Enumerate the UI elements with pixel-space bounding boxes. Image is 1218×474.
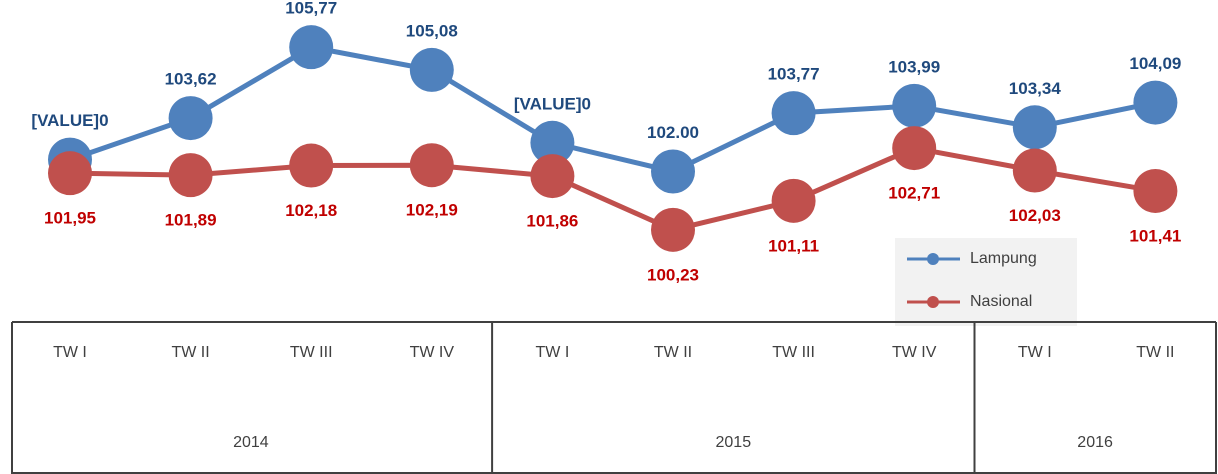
data-label: 101,89	[165, 211, 217, 230]
x-tick-label: TW I	[1018, 344, 1052, 361]
legend-marker	[927, 253, 939, 265]
legend-label: Lampung	[970, 250, 1037, 267]
marker	[1133, 168, 1178, 213]
marker	[289, 143, 334, 188]
marker	[168, 96, 213, 141]
x-tick-label: TW IV	[410, 344, 455, 361]
data-label: [VALUE]0	[31, 111, 108, 130]
legend-label: Nasional	[970, 293, 1032, 310]
marker	[168, 153, 213, 198]
data-label: 103,99	[888, 57, 940, 76]
legend-box	[895, 238, 1077, 326]
marker	[771, 178, 816, 223]
data-label: 101,11	[768, 236, 819, 255]
series-line	[69, 44, 1156, 175]
data-label: 104,09	[1129, 54, 1181, 73]
legend-marker	[927, 296, 939, 308]
x-tick-label: TW II	[1136, 344, 1174, 361]
data-label: 102,03	[1009, 206, 1061, 225]
data-label: 101,41	[1129, 226, 1181, 245]
marker	[289, 25, 334, 70]
marker	[48, 151, 92, 196]
marker	[651, 149, 695, 194]
data-label: 102,71	[888, 184, 940, 203]
data-label: 100,23	[647, 265, 699, 284]
marker	[1012, 105, 1057, 150]
marker	[530, 154, 575, 199]
data-label: 102,19	[406, 201, 458, 220]
data-label: 105,77	[285, 0, 337, 18]
data-label: 103,77	[768, 65, 820, 84]
x-tick-label: TW II	[654, 344, 692, 361]
x-tick-label: TW I	[536, 344, 570, 361]
group-label: 2015	[716, 434, 752, 451]
x-tick-label: TW II	[171, 344, 209, 361]
marker	[1012, 148, 1057, 193]
marker	[1133, 80, 1178, 125]
x-tick-label: TW III	[290, 344, 333, 361]
data-label: 101,86	[526, 212, 578, 231]
marker	[771, 91, 816, 136]
series-line	[69, 145, 1156, 233]
group-label: 2014	[233, 434, 269, 451]
data-label: 103,62	[165, 70, 217, 89]
x-tick-label: TW I	[53, 344, 87, 361]
data-label: 102,18	[285, 201, 337, 220]
data-label: 105,08	[406, 21, 458, 40]
marker	[409, 47, 454, 92]
x-tick-label: TW IV	[892, 344, 937, 361]
data-label: [VALUE]0	[514, 94, 591, 113]
data-label: 101,95	[44, 209, 96, 228]
x-tick-label: TW III	[772, 344, 815, 361]
marker	[651, 207, 695, 252]
marker	[530, 120, 575, 165]
group-label: 2016	[1077, 434, 1113, 451]
data-label: 102.00	[647, 123, 699, 142]
marker	[892, 83, 937, 128]
data-label: 103,34	[1009, 79, 1062, 98]
marker	[409, 143, 454, 188]
marker	[892, 126, 937, 171]
